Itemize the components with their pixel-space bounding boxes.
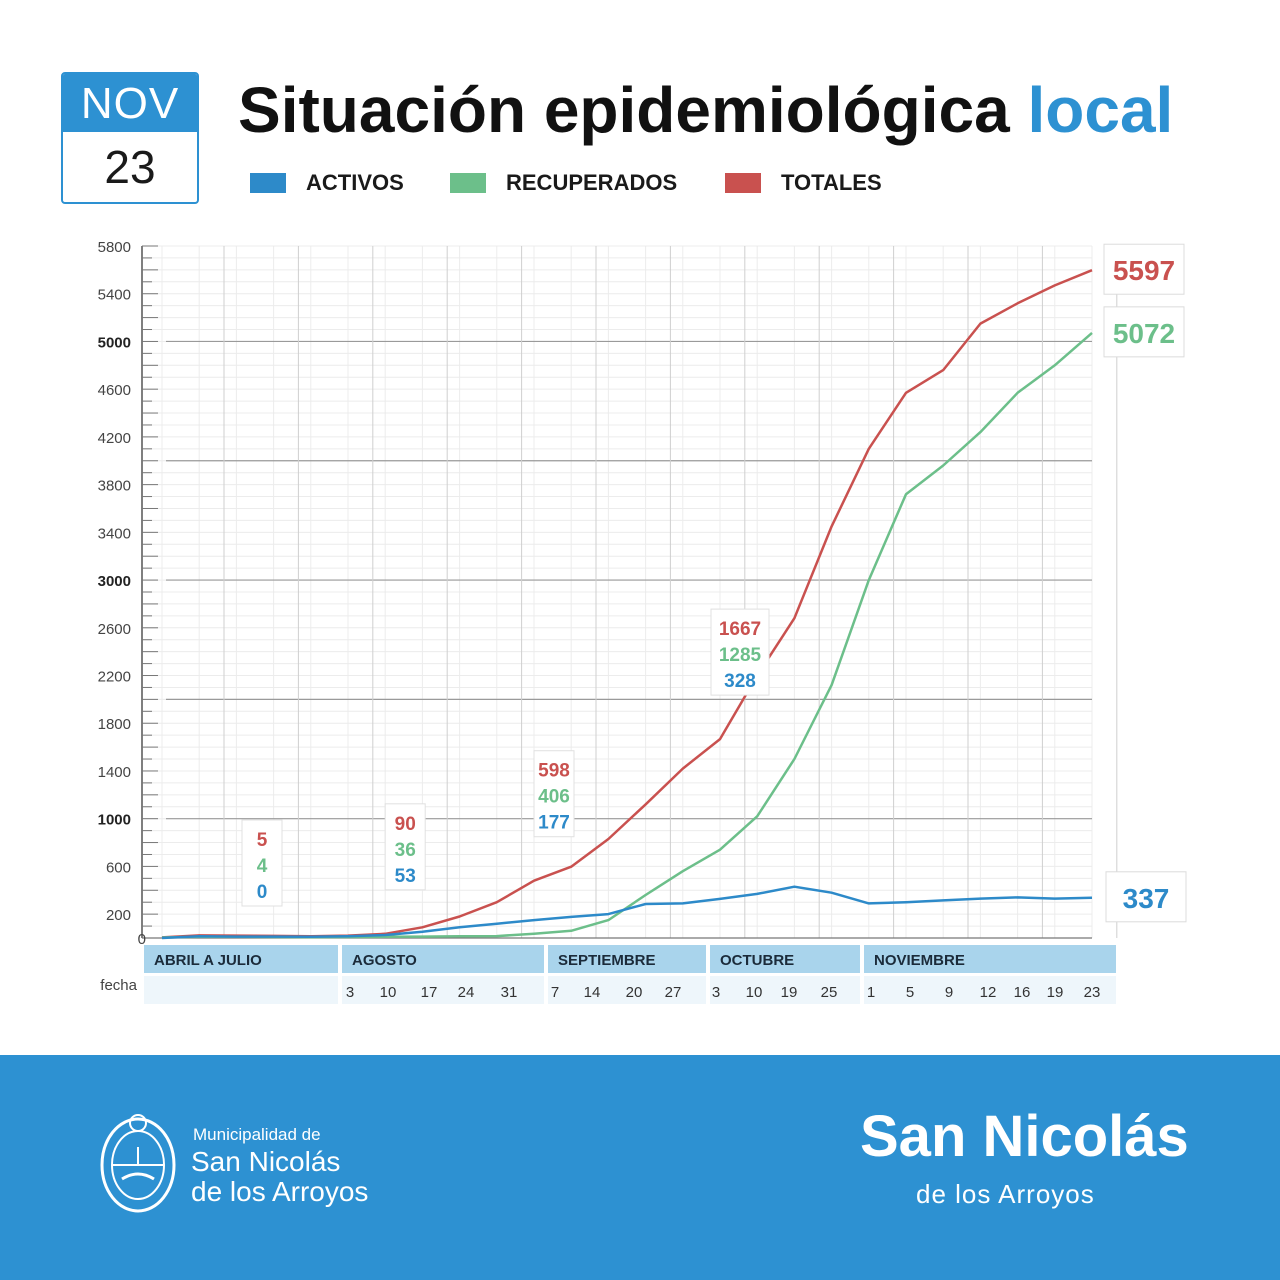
end-label-box [1105,871,1187,923]
day-label: 3 [712,984,720,1001]
annotation-value: 1667 [719,619,761,640]
month-label: NOVIEMBRE [874,952,965,969]
y-tick-label: 200 [106,907,131,924]
end-label-value: 5597 [1113,255,1175,286]
day-band [342,976,544,1004]
day-label: 16 [1014,984,1031,1001]
y-tick-label: 3000 [98,573,131,590]
month-label: SEPTIEMBRE [558,952,656,969]
day-label: 19 [781,984,798,1001]
day-label: 31 [501,984,518,1001]
date-badge: NOV 23 [61,72,199,204]
day-label: 24 [458,984,475,1001]
day-band [548,976,706,1004]
brand-logo-main: San Nicolás [860,1104,1189,1169]
annotation-value: 0 [257,882,268,903]
y-tick-label: 4200 [98,430,131,447]
date-day: 23 [104,141,156,193]
title-main: Situación epidemiológica [238,74,1010,146]
day-label: 20 [626,984,643,1001]
day-band [144,976,338,1004]
annotation-value: 36 [395,840,416,861]
day-label: 12 [980,984,997,1001]
annotation-value: 4 [257,856,268,877]
y-tick-label: 2200 [98,669,131,686]
y-tick-label: 3400 [98,525,131,542]
day-label: 14 [584,984,601,1001]
end-label-box [1103,306,1185,358]
legend-swatch-activos [250,173,286,193]
annotation-box [710,608,770,696]
month-label: OCTUBRE [720,952,794,969]
month-band [342,945,544,973]
day-label: 10 [746,984,763,1001]
day-label: 25 [821,984,838,1001]
annotation-box [384,803,426,891]
month-band [548,945,706,973]
legend-item-recuperados: RECUPERADOS [450,170,677,196]
series-line-activos [161,885,1093,940]
date-month: NOV [63,74,197,132]
y-tick-label: 600 [106,859,131,876]
x-axis-label: fecha [100,977,137,994]
muni-line3: de los Arroyos [191,1176,369,1207]
y-tick-label: 5000 [98,334,131,351]
legend-item-totales: TOTALES [725,170,882,196]
day-label: 10 [380,984,397,1001]
legend-label-totales: TOTALES [781,170,882,195]
y-tick-label: 2600 [98,621,131,638]
day-band [864,976,1116,1004]
day-label: 7 [551,984,559,1001]
day-label: 1 [867,984,875,1001]
coat-of-arms-icon [100,1114,176,1213]
month-band [864,945,1116,973]
legend-label-activos: ACTIVOS [306,170,404,195]
day-label: 3 [346,984,354,1001]
y-tick-label: 5800 [98,239,131,256]
page-title: Situación epidemiológica local [238,70,1173,150]
annotation-value: 406 [538,787,570,808]
y-tick-label: 1800 [98,716,131,733]
annotation-value: 5 [257,830,268,851]
annotation-value: 53 [395,866,416,887]
end-label-value: 337 [1123,883,1170,914]
legend-swatch-recuperados [450,173,486,193]
y-tick-label: 3800 [98,478,131,495]
footer: Municipalidad de San Nicolás de los Arro… [0,1055,1280,1280]
legend-swatch-totales [725,173,761,193]
brand-logo-sub: de los Arroyos [916,1179,1095,1209]
line-chart: 0200600100014001800220026003000340038004… [98,239,1187,1004]
day-label: 23 [1084,984,1101,1001]
title-accent: local [1027,74,1174,146]
y-tick-label: 1400 [98,764,131,781]
y-tick-label: 1000 [98,812,131,829]
annotation-value: 90 [395,814,416,835]
day-label: 9 [945,984,953,1001]
legend-item-activos: ACTIVOS [250,170,404,196]
annotation-value: 177 [538,813,570,834]
month-band [144,945,338,973]
muni-line1: Municipalidad de [193,1125,321,1144]
month-label: ABRIL A JULIO [154,952,262,969]
y-tick-label: 5400 [98,287,131,304]
month-band [710,945,860,973]
annotation-value: 1285 [719,645,762,666]
annotation-box [533,750,575,838]
end-label-value: 5072 [1113,318,1175,349]
y-tick-label: 0 [138,931,146,948]
day-label: 19 [1047,984,1064,1001]
day-label: 5 [906,984,914,1001]
month-label: AGOSTO [352,952,417,969]
day-label: 17 [421,984,438,1001]
muni-line2: San Nicolás [191,1146,341,1177]
legend-label-recuperados: RECUPERADOS [506,170,678,195]
y-tick-label: 4600 [98,382,131,399]
end-label-box [1103,243,1185,295]
annotation-value: 328 [724,671,756,692]
annotation-value: 598 [538,761,570,782]
day-label: 27 [665,984,682,1001]
annotation-box [241,819,283,907]
day-band [710,976,860,1004]
